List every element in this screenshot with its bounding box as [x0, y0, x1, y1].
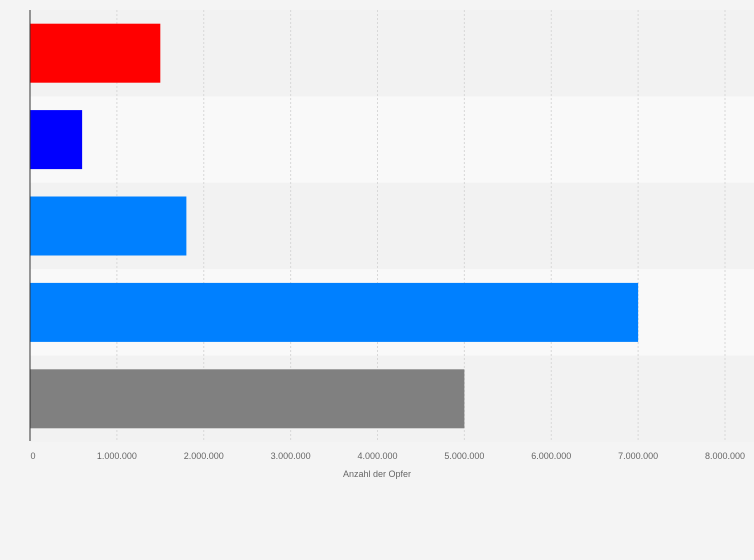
x-tick-label: 8.000.000 — [705, 451, 745, 461]
x-tick-label: 2.000.000 — [184, 451, 224, 461]
bar[interactable] — [30, 369, 465, 429]
x-tick-label: 5.000.000 — [444, 451, 484, 461]
gridlines — [116, 10, 726, 442]
x-tick-label: 6.000.000 — [531, 451, 571, 461]
x-tick-label: 3.000.000 — [271, 451, 311, 461]
bar[interactable] — [30, 282, 639, 342]
bars — [30, 23, 639, 429]
x-tick-label: 1.000.000 — [97, 451, 137, 461]
row-band — [30, 96, 754, 183]
bar[interactable] — [30, 23, 161, 83]
x-tick-label: 4.000.000 — [357, 451, 397, 461]
x-tick-labels: 0 1.000.000 2.000.000 3.000.000 4.000.000 5.0… — [30, 451, 745, 461]
bar[interactable] — [30, 110, 83, 170]
x-tick-label: 0 — [30, 451, 35, 461]
x-tick-label: 7.000.000 — [618, 451, 658, 461]
bar[interactable] — [30, 196, 187, 256]
x-axis-title: Anzahl der Opfer — [343, 469, 411, 479]
